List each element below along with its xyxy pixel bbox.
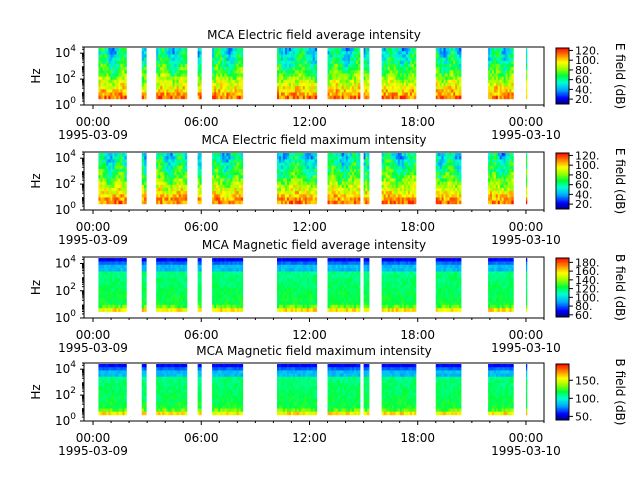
axes-frame [83, 46, 545, 106]
colorbar-label: B field (dB) [613, 254, 627, 321]
colorbar-tick-label: 100. [575, 392, 600, 405]
y-axis-label: Hz [29, 68, 43, 83]
spectrogram-data [98, 153, 528, 205]
colorbar-tick-label: 60. [575, 309, 593, 322]
x-tick-label: 00:00 [76, 115, 111, 129]
y-tick-label: 102 [55, 70, 76, 86]
panel-title: MCA Magnetic field maximum intensity [196, 344, 432, 358]
colorbar-tick-label: 120. [575, 44, 600, 57]
x-date-label: 1995-03-10 [491, 444, 561, 458]
colorbar-tick-label: 60. [575, 179, 593, 192]
x-date-label: 1995-03-09 [58, 341, 128, 355]
colorbar-tick-label: 40. [575, 83, 593, 96]
colorbar-tick-label: 160. [575, 265, 600, 278]
x-tick-label: 06:00 [184, 431, 219, 445]
x-date-label: 1995-03-09 [58, 444, 128, 458]
colorbar-tick-label: 120. [575, 149, 600, 162]
colorbar-tick-label: 100. [575, 291, 600, 304]
panel-title: MCA Electric field average intensity [207, 28, 421, 42]
y-tick-label: 104 [55, 149, 76, 165]
colorbar-tick-label: 80. [575, 169, 593, 182]
colorbar-tick-label: 140. [575, 274, 600, 287]
x-tick-label: 00:00 [509, 328, 544, 342]
x-tick-label: 00:00 [509, 115, 544, 129]
y-tick-label: 100 [55, 412, 76, 428]
axes-frame [83, 256, 545, 319]
x-tick-label: 06:00 [184, 115, 219, 129]
colorbar-label: E field (dB) [613, 148, 627, 214]
x-tick-label: 00:00 [509, 220, 544, 234]
y-axis-label: Hz [29, 280, 43, 295]
spectrogram-data [98, 258, 528, 312]
colorbar-tick-label: 40. [575, 188, 593, 201]
colorbar-tick-label: 20. [575, 198, 593, 211]
axes-frame [83, 151, 545, 211]
x-tick-label: 18:00 [400, 115, 435, 129]
colorbar-tick-label: 180. [575, 256, 600, 269]
colorbar-tick-label: 100. [575, 159, 600, 172]
colorbar-frame [555, 363, 570, 421]
x-date-label: 1995-03-09 [58, 233, 128, 247]
x-tick-label: 00:00 [76, 328, 111, 342]
panel-1: MCA Electric field average intensity 100 1… [29, 28, 627, 142]
panel-3: MCA Magnetic field average intensity 100 1… [29, 238, 627, 355]
y-axis-label: Hz [29, 384, 43, 399]
x-tick-label: 00:00 [76, 220, 111, 234]
colorbar-tick-label: 120. [575, 283, 600, 296]
colorbar-tick-label: 100. [575, 54, 600, 67]
y-tick-label: 100 [55, 309, 76, 325]
colorbar-label: E field (dB) [613, 43, 627, 109]
y-tick-label: 100 [55, 96, 76, 112]
colorbar-tick-label: 80. [575, 300, 593, 313]
x-tick-label: 18:00 [400, 220, 435, 234]
colorbar-frame [555, 152, 570, 210]
colorbar-tick-label: 60. [575, 74, 593, 87]
colorbar: 60.80.100.120.140.160.180. B field (dB) [555, 254, 627, 322]
x-tick-label: 06:00 [184, 220, 219, 234]
x-date-label: 1995-03-09 [58, 128, 128, 142]
colorbar-tick-label: 150. [575, 374, 600, 387]
spectrogram-data [98, 364, 528, 416]
x-date-label: 1995-03-10 [491, 128, 561, 142]
panel-title: MCA Electric field maximum intensity [201, 133, 426, 147]
colorbar-tick-label: 80. [575, 64, 593, 77]
colorbar-frame [555, 47, 570, 105]
panel-title: MCA Magnetic field average intensity [202, 238, 426, 252]
axes-frame [83, 362, 545, 422]
x-tick-label: 12:00 [292, 115, 327, 129]
colorbar: 20.40.60.80.100.120. E field (dB) [555, 43, 627, 109]
x-tick-label: 00:00 [76, 431, 111, 445]
colorbar-frame [555, 257, 570, 318]
y-tick-label: 100 [55, 201, 76, 217]
x-tick-label: 00:00 [509, 431, 544, 445]
x-tick-label: 12:00 [292, 328, 327, 342]
x-tick-label: 06:00 [184, 328, 219, 342]
y-tick-label: 104 [55, 255, 76, 271]
colorbar: 20.40.60.80.100.120. E field (dB) [555, 148, 627, 214]
colorbar-label: B field (dB) [613, 359, 627, 426]
panel-2: MCA Electric field maximum intensity 100 1… [29, 133, 627, 247]
y-tick-label: 102 [55, 282, 76, 298]
y-tick-label: 104 [55, 360, 76, 376]
y-tick-label: 102 [55, 175, 76, 191]
y-axis-label: Hz [29, 173, 43, 188]
panel-4: MCA Magnetic field maximum intensity 100 1… [29, 344, 627, 458]
x-date-label: 1995-03-10 [491, 233, 561, 247]
x-tick-label: 12:00 [292, 431, 327, 445]
x-tick-label: 18:00 [400, 431, 435, 445]
colorbar-tick-label: 20. [575, 93, 593, 106]
y-tick-label: 104 [55, 44, 76, 60]
x-date-label: 1995-03-10 [491, 341, 561, 355]
x-tick-label: 18:00 [400, 328, 435, 342]
colorbar: 50. 100. 150. B field (dB) [555, 359, 627, 426]
spectrogram-data [98, 48, 528, 100]
x-tick-label: 12:00 [292, 220, 327, 234]
y-tick-label: 102 [55, 386, 76, 402]
colorbar-tick-label: 50. [575, 410, 593, 423]
